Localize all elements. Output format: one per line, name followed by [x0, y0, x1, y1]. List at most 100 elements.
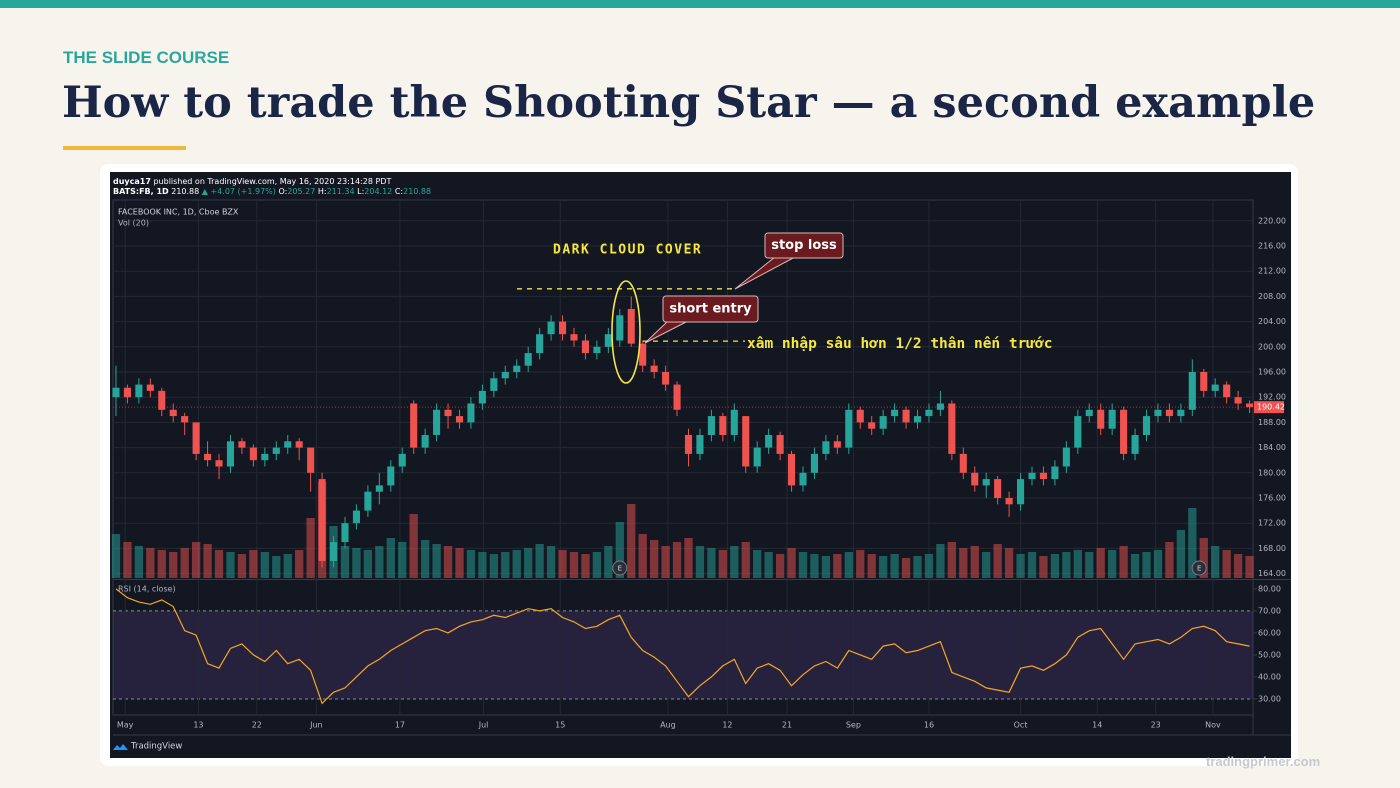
- volume-bar: [661, 546, 670, 578]
- volume-bar: [1085, 552, 1094, 578]
- candle-body: [410, 403, 418, 448]
- candle-body: [249, 447, 257, 461]
- marks: [111, 296, 1254, 705]
- volume-bar: [753, 550, 762, 578]
- candle-body: [902, 409, 910, 423]
- quote-label: C:: [395, 187, 403, 196]
- candle-body: [822, 441, 830, 454]
- candle-body: [1120, 409, 1128, 454]
- volume-bar: [867, 554, 876, 578]
- x-tick-label: 17: [395, 721, 405, 730]
- x-tick-label: Aug: [660, 721, 676, 730]
- x-tick-label: 15: [555, 721, 565, 730]
- candle-body: [192, 422, 200, 454]
- volume-bar: [478, 552, 487, 578]
- grid: [113, 200, 1257, 715]
- candle-body: [730, 409, 738, 435]
- candle-body: [455, 416, 464, 423]
- volume-bar: [169, 552, 178, 578]
- volume-bar: [1050, 554, 1060, 578]
- candle-body: [547, 321, 555, 335]
- candle-body: [1177, 409, 1185, 417]
- x-tick-label: May: [117, 721, 134, 730]
- callout-text: stop loss: [771, 238, 837, 253]
- candle-body: [524, 353, 532, 366]
- volume-bar: [798, 552, 808, 578]
- quote-value: 204.12: [364, 187, 392, 196]
- candle-body: [375, 485, 383, 492]
- y-tick-label: 192.00: [1258, 393, 1286, 402]
- candle-body: [662, 371, 670, 385]
- volume-bar: [352, 548, 361, 578]
- candle-body: [307, 447, 315, 473]
- x-tick-label: 21: [782, 721, 792, 730]
- quote-value: 210.88: [403, 187, 431, 196]
- volume-bar: [821, 556, 831, 578]
- last-price-box: [1254, 401, 1284, 414]
- volume-bar: [947, 542, 957, 578]
- volume-bar: [546, 546, 556, 578]
- volume-bar: [1165, 542, 1174, 578]
- x-tick-label: 23: [1151, 721, 1161, 730]
- candle-body: [387, 466, 395, 486]
- candle-body: [123, 387, 131, 398]
- volume-bar: [604, 546, 613, 578]
- candle-body: [226, 441, 235, 467]
- volume-bar: [1016, 554, 1025, 578]
- chart-background: [110, 172, 1291, 758]
- volume-bar: [512, 550, 521, 578]
- volume-bar: [615, 522, 624, 578]
- volume-bar: [535, 544, 544, 578]
- volume-bar: [1176, 530, 1186, 578]
- x-tick-label: 22: [252, 721, 262, 730]
- y-tick-label: 188.00: [1258, 418, 1286, 427]
- volume-bar: [249, 550, 258, 578]
- volume-bar: [1073, 550, 1082, 578]
- candle-body: [1154, 409, 1162, 417]
- volume-label: Vol (20): [118, 219, 149, 228]
- candle-body: [673, 384, 681, 410]
- earnings-marker: [612, 560, 628, 576]
- candle-body: [627, 308, 635, 344]
- volume-bar: [146, 548, 155, 578]
- volume-bar: [409, 514, 418, 578]
- candle-body: [753, 447, 761, 467]
- candle-body: [272, 447, 280, 454]
- volume-bar: [501, 552, 510, 578]
- candle-body: [776, 434, 784, 454]
- candle-body: [650, 365, 658, 372]
- volume-bar: [913, 556, 922, 578]
- candle-body: [341, 523, 349, 543]
- y-tick-label: 216.00: [1258, 241, 1286, 250]
- x-tick-label: 16: [924, 721, 934, 730]
- candle-body: [112, 387, 120, 398]
- candle-body: [1246, 403, 1254, 408]
- rsi-band-fill: [113, 610, 1253, 699]
- callout-box: [764, 232, 844, 259]
- volume-bar: [272, 556, 281, 578]
- y-tick-label: 204.00: [1258, 317, 1286, 326]
- candle-body: [719, 416, 727, 435]
- candle-body: [696, 434, 704, 454]
- candle-body: [421, 434, 429, 448]
- candle-body: [1005, 497, 1013, 505]
- candle-body: [1223, 384, 1231, 398]
- y-tick-label: 212.00: [1258, 267, 1286, 276]
- y-tick-label: 172.00: [1258, 519, 1286, 528]
- volume-bar: [558, 550, 567, 578]
- quote-value: 211.34: [327, 187, 355, 196]
- volume-bar: [1096, 548, 1105, 578]
- volume-bar: [775, 554, 785, 578]
- earnings-label: E: [1197, 565, 1201, 573]
- y-tick-label: 180.00: [1258, 468, 1286, 477]
- volume-bar: [936, 544, 945, 578]
- volume-bar: [844, 552, 853, 578]
- volume-bar: [569, 552, 579, 578]
- candle-body: [879, 416, 887, 429]
- volume-bar: [982, 552, 991, 578]
- candle-body: [433, 409, 441, 435]
- candle-body: [742, 416, 750, 467]
- stop-callout: stop loss: [734, 232, 844, 290]
